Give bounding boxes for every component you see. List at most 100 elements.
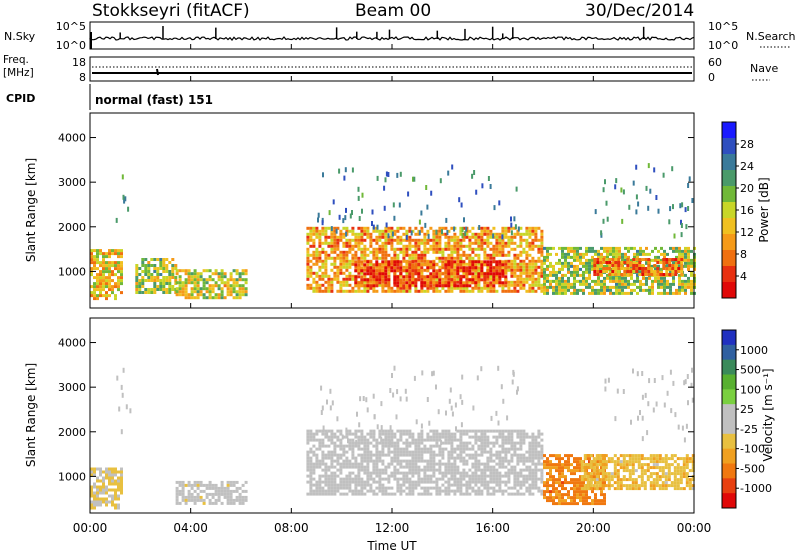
heatmap-cell <box>309 468 313 472</box>
heatmap-cell <box>333 441 337 445</box>
heatmap-cell <box>647 264 651 267</box>
heatmap-cell <box>489 184 492 189</box>
heatmap-cell <box>235 272 239 276</box>
heatmap-cell <box>423 284 427 288</box>
heatmap-cell <box>681 255 684 259</box>
heatmap-cell <box>102 491 105 495</box>
heatmap-cell <box>420 269 424 273</box>
nsearch-tick-top: 10^5 <box>708 20 738 33</box>
heatmap-cell <box>193 290 197 294</box>
heatmap-cell <box>411 462 415 466</box>
heatmap-cell <box>405 250 409 254</box>
heatmap-cell <box>522 480 526 484</box>
heatmap-cell <box>564 502 567 506</box>
heatmap-cell <box>217 272 221 276</box>
heatmap-cell <box>405 269 409 273</box>
heatmap-cell <box>232 278 236 282</box>
heatmap-cell <box>516 441 520 445</box>
heatmap-cell <box>438 489 442 493</box>
heatmap-cell <box>244 290 248 294</box>
heatmap-cell <box>348 262 352 266</box>
heatmap-cell <box>552 475 555 479</box>
heatmap-cell <box>678 288 681 292</box>
heatmap-cell <box>402 269 406 273</box>
heatmap-cell <box>315 483 319 487</box>
heatmap-cell <box>190 275 194 279</box>
heatmap-cell <box>117 282 120 286</box>
heatmap-cell <box>561 502 564 506</box>
heatmap-cell <box>618 249 621 253</box>
heatmap-cell <box>312 232 316 236</box>
heatmap-cell <box>459 275 463 279</box>
heatmap-cell <box>429 492 433 496</box>
heatmap-cell <box>438 250 442 254</box>
heatmap-cell <box>492 269 496 273</box>
heatmap-cell <box>576 493 579 497</box>
heatmap-cell <box>471 453 475 457</box>
heatmap-cell <box>366 269 370 273</box>
heatmap-cell <box>318 492 322 496</box>
heatmap-cell <box>363 265 367 269</box>
heatmap-cell <box>318 486 322 490</box>
heatmap-cell <box>537 274 541 278</box>
heatmap-cell <box>196 498 200 502</box>
heatmap-cell <box>330 432 334 436</box>
heatmap-cell <box>638 261 642 264</box>
heatmap-cell <box>450 274 454 278</box>
heatmap-cell <box>682 475 686 479</box>
heatmap-cell <box>108 488 111 492</box>
heatmap-cell <box>492 489 496 493</box>
heatmap-cell <box>312 477 316 481</box>
heatmap-cell <box>516 459 520 463</box>
heatmap-cell <box>432 277 436 281</box>
heatmap-cell <box>90 488 93 492</box>
heatmap-cell <box>540 450 544 454</box>
heatmap-cell <box>360 232 364 236</box>
heatmap-cell <box>605 200 608 206</box>
heatmap-cell <box>366 474 370 478</box>
heatmap-cell <box>366 456 370 460</box>
heatmap-cell <box>369 459 373 463</box>
heatmap-cell <box>159 282 163 285</box>
heatmap-cell <box>357 474 361 478</box>
heatmap-cell <box>441 471 445 475</box>
heatmap-cell <box>522 262 526 266</box>
heatmap-cell <box>687 252 690 256</box>
heatmap-cell <box>396 438 400 442</box>
heatmap-cell <box>99 473 102 477</box>
heatmap-cell <box>672 204 674 210</box>
heatmap-cell <box>471 489 475 493</box>
heatmap-cell <box>504 266 508 270</box>
heatmap-cell <box>637 463 641 467</box>
heatmap-cell <box>669 282 672 286</box>
heatmap-cell <box>196 492 200 496</box>
heatmap-cell <box>387 268 391 272</box>
heatmap-cell <box>102 470 105 474</box>
heatmap-cell <box>649 481 653 485</box>
heatmap-cell <box>513 268 517 272</box>
heatmap-cell <box>196 483 200 487</box>
heatmap-cell <box>444 429 448 433</box>
heatmap-cell <box>636 261 639 265</box>
heatmap-cell <box>432 229 436 233</box>
heatmap-cell <box>453 438 457 442</box>
heatmap-cell <box>99 264 102 268</box>
heatmap-cell <box>635 270 639 273</box>
heatmap-cell <box>471 465 475 469</box>
heatmap-cell <box>480 429 484 433</box>
heatmap-cell <box>501 241 505 245</box>
heatmap-cell <box>369 450 373 454</box>
heatmap-cell <box>93 497 96 501</box>
heatmap-cell <box>558 457 561 461</box>
cpid-label: CPID <box>6 92 35 105</box>
heatmap-cell <box>369 456 373 460</box>
heatmap-cell <box>90 473 93 477</box>
heatmap-cell <box>678 276 681 280</box>
heatmap-cell <box>211 486 215 490</box>
heatmap-cell <box>601 487 605 491</box>
heatmap-cell <box>354 489 358 493</box>
heatmap-cell <box>594 502 597 506</box>
heatmap-cell <box>413 176 416 182</box>
heatmap-cell <box>643 457 647 461</box>
heatmap-cell <box>396 281 400 285</box>
